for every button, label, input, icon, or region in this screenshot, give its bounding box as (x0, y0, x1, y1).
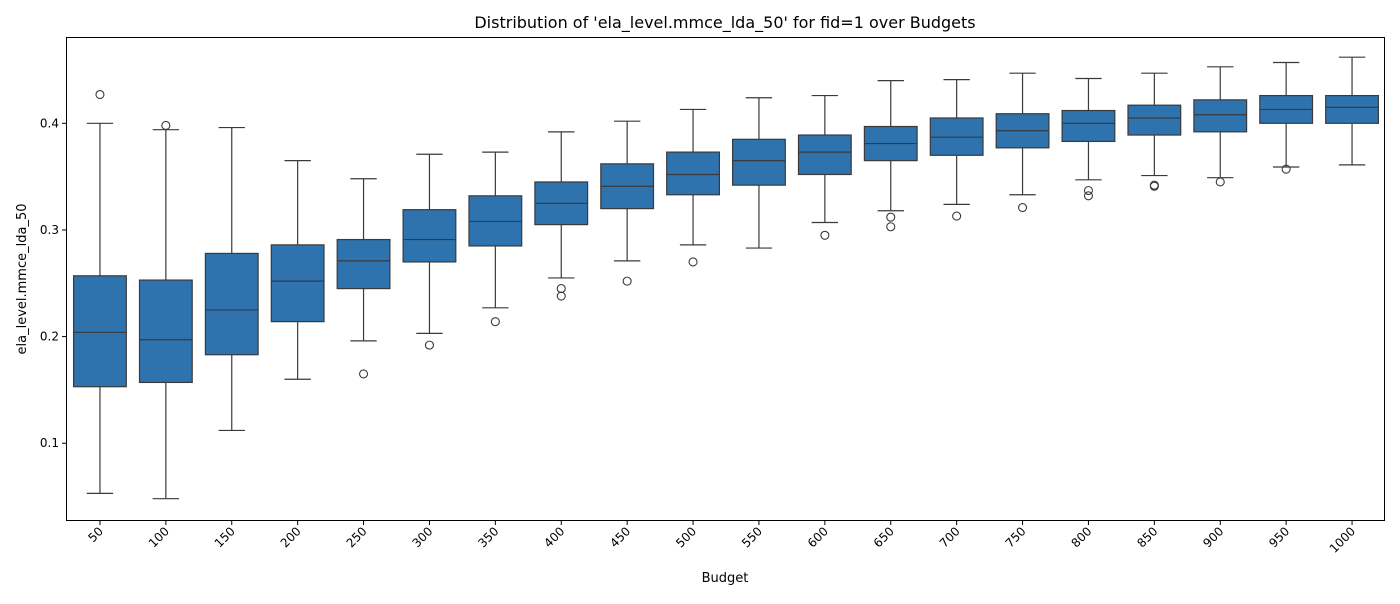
outlier-point (820, 230, 830, 240)
box-group-350 (468, 151, 523, 327)
y-tick-label: 0.3 (40, 223, 59, 237)
x-tick-label: 350 (475, 524, 501, 550)
iqr-box (1127, 104, 1182, 136)
box-group-500 (666, 108, 721, 267)
box-group-550 (731, 97, 786, 249)
chart-title: Distribution of 'ela_level.mmce_lda_50' … (474, 13, 975, 33)
plot-area-frame (66, 37, 1385, 521)
iqr-box (72, 275, 127, 388)
iqr-box (1325, 94, 1380, 124)
iqr-box (1193, 99, 1248, 133)
box-group-50 (72, 89, 127, 494)
box-group-950 (1259, 61, 1314, 174)
iqr-box (138, 279, 193, 384)
outlier-point (1083, 191, 1093, 201)
x-tick-label: 100 (146, 524, 172, 550)
iqr-box (402, 209, 457, 263)
x-tick-label: 900 (1200, 524, 1226, 550)
x-tick-label: 150 (212, 524, 238, 550)
outlier-point (1083, 185, 1093, 196)
box-group-300 (402, 153, 457, 350)
iqr-box (797, 134, 852, 176)
y-axis-label: ela_level.mmce_lda_50 (15, 204, 30, 355)
x-tick-label: 700 (937, 524, 963, 550)
iqr-box (270, 244, 325, 323)
outlier-point (424, 340, 435, 350)
x-tick-label: 500 (673, 524, 699, 550)
iqr-box (1061, 109, 1116, 143)
x-tick-label: 550 (739, 524, 765, 550)
box-group-900 (1193, 66, 1248, 187)
x-tick-label: 800 (1068, 524, 1094, 550)
box-group-850 (1127, 72, 1182, 191)
box-group-800 (1061, 77, 1116, 201)
box-group-700 (929, 78, 984, 221)
outlier-point (622, 276, 632, 286)
y-tick-label: 0.1 (40, 436, 59, 450)
x-tick-label: 1000 (1327, 524, 1358, 555)
x-tick-label: 600 (805, 524, 831, 550)
box-group-1000 (1325, 56, 1380, 166)
iqr-box (666, 151, 721, 196)
x-tick-label: 250 (344, 524, 370, 550)
x-tick-label: 650 (871, 524, 897, 550)
box-group-400 (534, 131, 589, 301)
outlier-point (1281, 164, 1291, 174)
outlier-point (1215, 177, 1225, 187)
box-group-250 (336, 178, 391, 379)
x-tick-label: 450 (607, 524, 633, 550)
box-group-600 (797, 94, 852, 240)
box-group-650 (863, 80, 918, 232)
outlier-point (952, 211, 962, 221)
outlier-point (490, 317, 500, 327)
x-tick-label: 750 (1003, 524, 1029, 550)
outlier-point (556, 284, 566, 294)
box-group-750 (995, 72, 1050, 213)
box-group-150 (204, 126, 259, 432)
x-tick-label: 950 (1266, 524, 1292, 550)
outlier-point (161, 120, 171, 130)
box-group-100 (138, 120, 193, 500)
iqr-box (204, 252, 259, 356)
outlier-point (886, 212, 896, 222)
outlier-point (95, 89, 105, 100)
x-tick-label: 50 (85, 524, 106, 545)
y-axis: 0.1 0.2 0.3 0.4 (40, 116, 67, 450)
outlier-point (1149, 181, 1159, 191)
iqr-box (336, 238, 391, 290)
y-tick-label: 0.4 (40, 116, 59, 130)
x-tick-label: 400 (541, 524, 567, 550)
x-tick-label: 200 (278, 524, 304, 550)
y-tick-label: 0.2 (40, 330, 59, 344)
outlier-point (556, 291, 566, 301)
x-axis-label: Budget (702, 571, 749, 586)
x-tick-label: 850 (1134, 524, 1160, 550)
box-group-450 (600, 120, 655, 286)
x-tick-label: 300 (409, 524, 435, 550)
x-axis: 50 100 150 200 250 300 350 400 450 500 550 600 650 70… (85, 520, 1358, 556)
outlier-point (688, 257, 698, 267)
box-group-200 (270, 160, 325, 380)
box-plot-marks (72, 56, 1380, 500)
outlier-point (358, 369, 369, 379)
iqr-box (731, 138, 786, 186)
outlier-point (886, 222, 896, 232)
outlier-point (1017, 203, 1028, 213)
